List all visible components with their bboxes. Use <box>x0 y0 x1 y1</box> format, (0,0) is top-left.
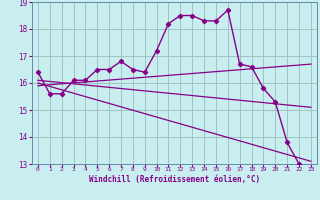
X-axis label: Windchill (Refroidissement éolien,°C): Windchill (Refroidissement éolien,°C) <box>89 175 260 184</box>
